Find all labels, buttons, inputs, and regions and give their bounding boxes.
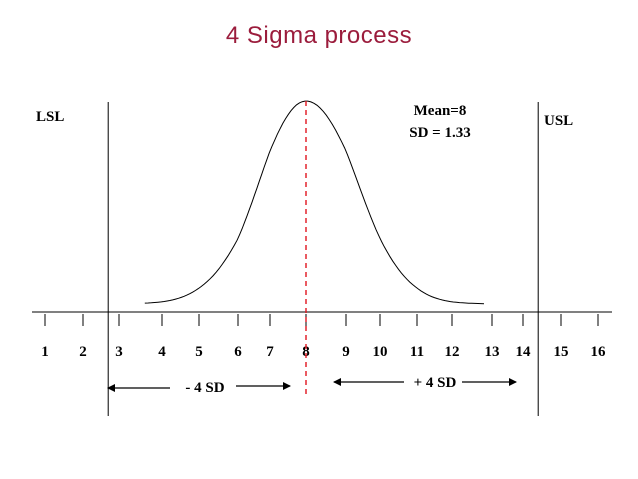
tick-label: 13 <box>485 344 500 360</box>
lsl-label: LSL <box>36 109 64 125</box>
tick-label: 4 <box>158 344 166 360</box>
tick-label: 12 <box>445 344 460 360</box>
tick-label-group: 1 2 3 4 5 6 7 8 9 10 11 12 13 14 15 16 <box>41 344 606 360</box>
tick-label: 14 <box>516 344 532 360</box>
tick-label: 2 <box>79 344 87 360</box>
tick-label: 9 <box>342 344 350 360</box>
tick-label: 10 <box>373 344 388 360</box>
tick-label: 8 <box>302 344 310 360</box>
page-title: 4 Sigma process <box>225 22 413 49</box>
tick-label: 15 <box>554 344 569 360</box>
tick-label: 16 <box>591 344 607 360</box>
sd-label: SD = 1.33 <box>409 125 470 141</box>
minus-range-label: - 4 SD <box>185 380 224 396</box>
normal-curve <box>144 100 485 305</box>
plus-range-label: + 4 SD <box>414 375 457 391</box>
tick-label: 1 <box>41 344 49 360</box>
tick-label: 11 <box>410 344 424 360</box>
mean-label: Mean=8 <box>414 103 467 119</box>
tick-label: 6 <box>234 344 242 360</box>
tick-label: 7 <box>266 344 274 360</box>
tick-label: 3 <box>115 344 123 360</box>
usl-label: USL <box>544 113 573 129</box>
tick-group <box>44 314 599 326</box>
tick-label: 5 <box>195 344 203 360</box>
